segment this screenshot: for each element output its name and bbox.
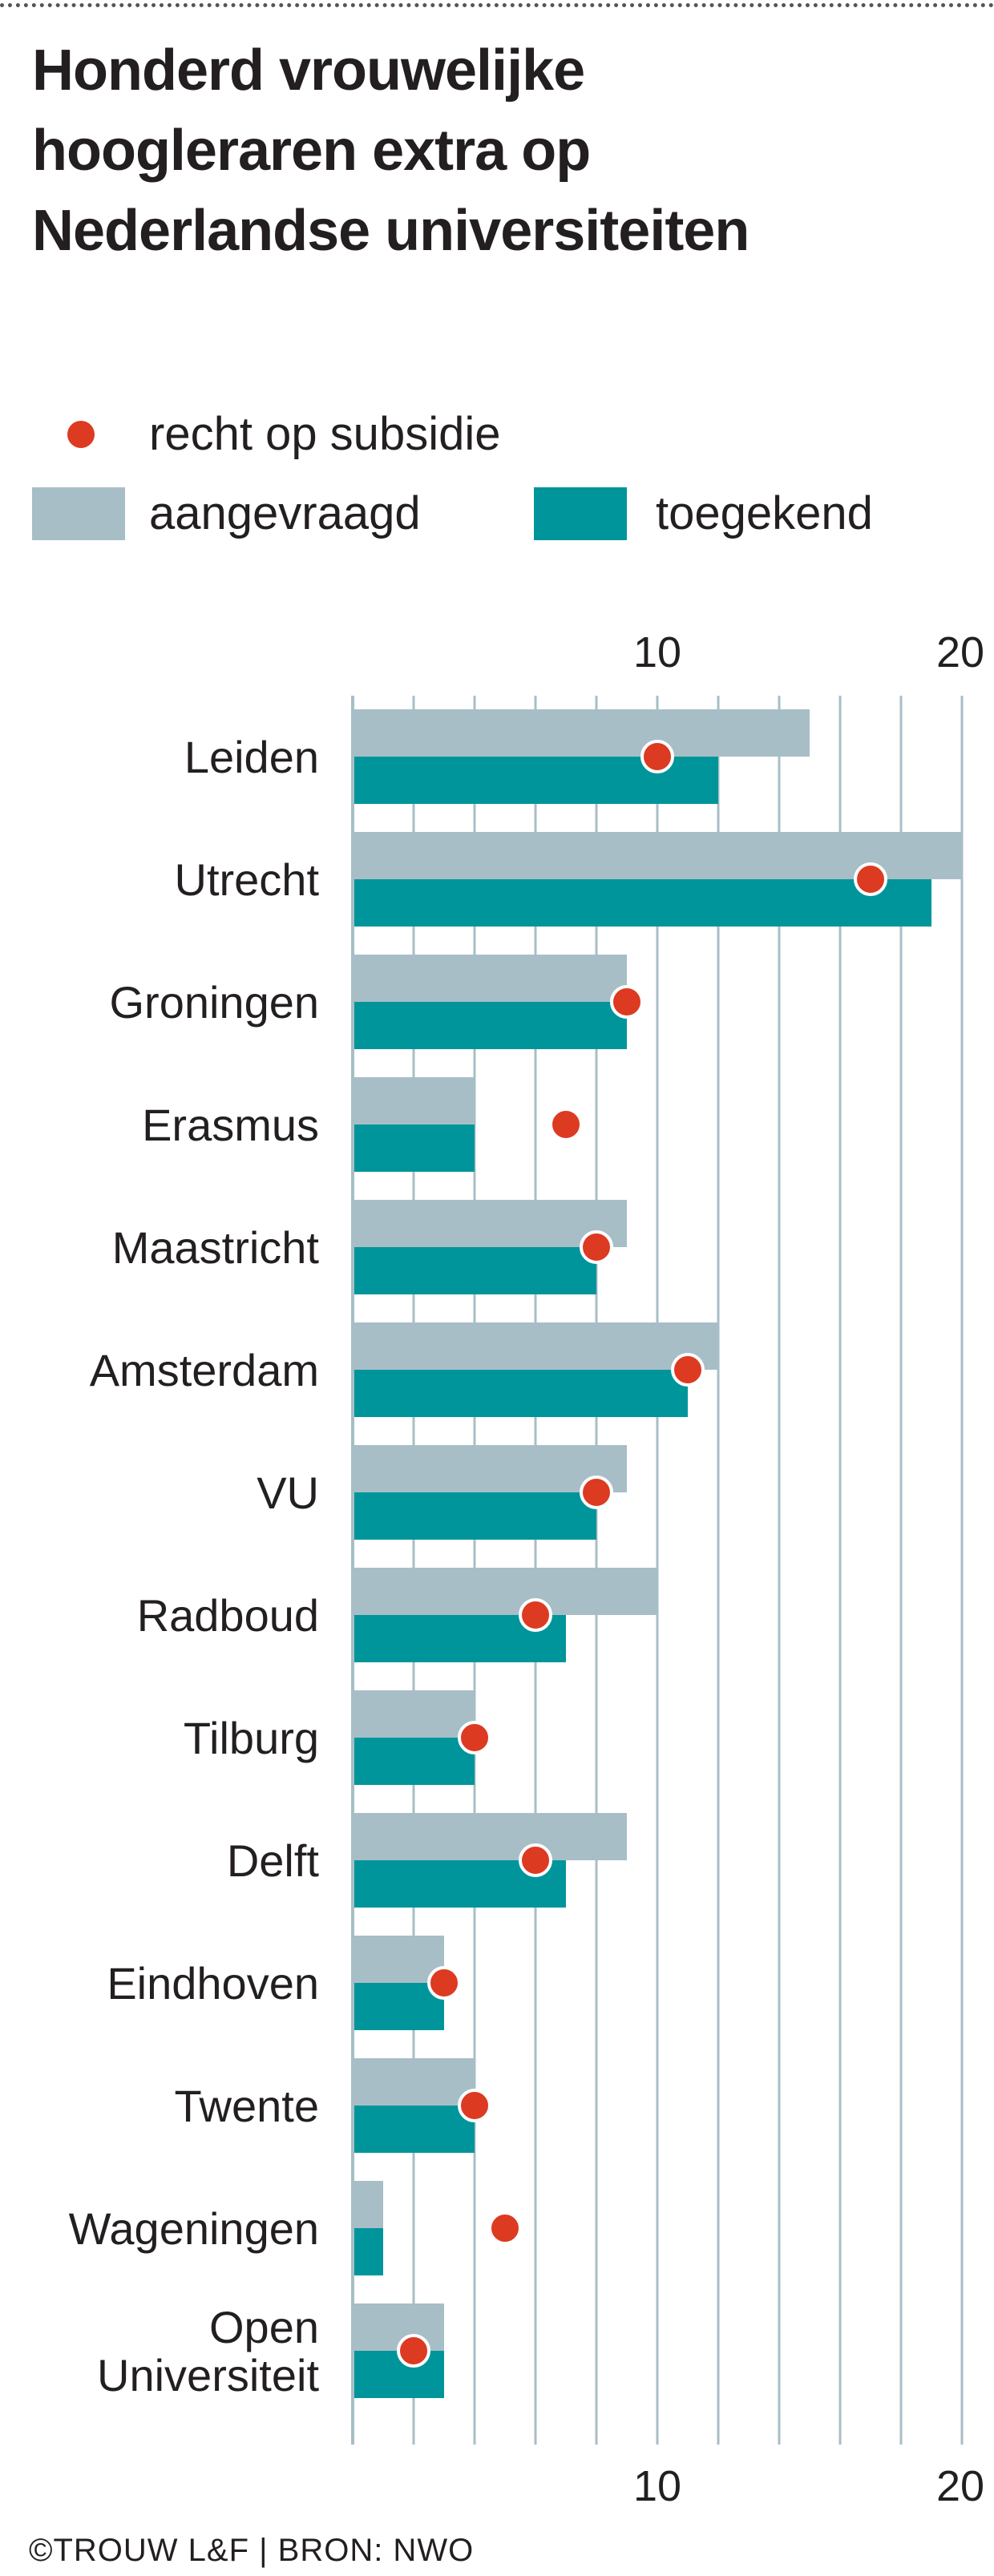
dot-recht-op-subsidie-12 (458, 2089, 491, 2122)
category-label-12: Twente (174, 2081, 319, 2131)
category-label-6: Amsterdam (90, 1345, 319, 1395)
bar-aangevraagd-10 (353, 1813, 627, 1860)
legend-dot-marker (67, 421, 95, 448)
dot-recht-op-subsidie-9 (458, 1721, 491, 1754)
bar-aangevraagd-7 (353, 1445, 627, 1492)
bar-toegekend-11 (353, 1983, 444, 2030)
bar-toegekend-6 (353, 1370, 688, 1417)
dot-recht-op-subsidie-11 (427, 1966, 461, 2000)
category-label-10: Delft (227, 1835, 320, 1886)
dot-recht-op-subsidie-14 (397, 2334, 430, 2368)
bar-aangevraagd-8 (353, 1568, 657, 1615)
dot-recht-op-subsidie-10 (519, 1843, 552, 1877)
bar-toegekend-7 (353, 1492, 596, 1540)
category-label-11: Eindhoven (107, 1958, 319, 2009)
bar-aangevraagd-9 (353, 1690, 475, 1738)
category-label-5: Maastricht (112, 1222, 320, 1273)
category-label-13: Wageningen (69, 2203, 319, 2254)
tick-label-top-10: 10 (633, 628, 681, 676)
bar-aangevraagd-1 (353, 709, 810, 757)
category-label-4: Erasmus (142, 1100, 319, 1150)
dot-recht-op-subsidie-6 (671, 1353, 705, 1387)
chart-title: Honderd vrouwelijke hoogleraren extra op… (32, 30, 962, 271)
bar-toegekend-9 (353, 1738, 475, 1785)
source-credit: ©TROUW L&F | BRON: NWO (29, 2533, 475, 2568)
tick-label-bottom-20: 20 (936, 2462, 984, 2510)
legend-requested-label: aangevraagd (149, 487, 421, 539)
bar-toegekend-14 (353, 2351, 444, 2398)
tick-label-top-20: 20 (936, 628, 984, 676)
dot-recht-op-subsidie-8 (519, 1598, 552, 1632)
dot-recht-op-subsidie-5 (580, 1230, 613, 1264)
bar-toegekend-3 (353, 1002, 627, 1049)
tick-label-bottom-10: 10 (633, 2462, 681, 2510)
dot-recht-op-subsidie-4 (549, 1108, 583, 1141)
bar-toegekend-5 (353, 1247, 596, 1294)
title-line-1: Honderd vrouwelijke (32, 38, 585, 103)
title-line-3: Nederlandse universiteiten (32, 199, 750, 263)
category-label-7: VU (257, 1468, 319, 1518)
bar-aangevraagd-14 (353, 2303, 444, 2351)
title-line-2: hoogleraren extra op (32, 119, 591, 183)
bar-aangevraagd-13 (353, 2181, 383, 2228)
legend-requested-swatch (32, 487, 125, 540)
bar-aangevraagd-3 (353, 955, 627, 1002)
legend-dot-label: recht op subsidie (149, 408, 501, 460)
legend-granted-label: toegekend (656, 487, 873, 539)
dot-recht-op-subsidie-2 (854, 862, 887, 896)
bar-toegekend-2 (353, 879, 931, 927)
top-dotted-rule (0, 3, 994, 7)
bar-toegekend-12 (353, 2106, 475, 2153)
bar-toegekend-13 (353, 2228, 383, 2275)
category-label-1: Leiden (184, 732, 319, 782)
bar-aangevraagd-4 (353, 1077, 475, 1124)
dot-recht-op-subsidie-7 (580, 1476, 613, 1509)
dot-recht-op-subsidie-13 (488, 2211, 522, 2245)
chart-plot: Leiden Utrecht Groningen Erasmus Maastricht A… (69, 628, 984, 2510)
category-label-8: Radboud (137, 1590, 319, 1641)
category-label-3: Groningen (109, 977, 319, 1028)
category-label-9: Tilburg (184, 1713, 319, 1763)
dot-recht-op-subsidie-3 (610, 985, 644, 1019)
bar-aangevraagd-5 (353, 1200, 627, 1247)
chart-legend: recht op subsidie aangevraagd toegekend (0, 393, 994, 553)
category-label-14: Open Universiteit (97, 2302, 319, 2400)
bar-toegekend-4 (353, 1124, 475, 1172)
bar-chart: Leiden Utrecht Groningen Erasmus Maastricht A… (0, 609, 994, 2565)
bar-aangevraagd-11 (353, 1936, 444, 1983)
bar-aangevraagd-12 (353, 2058, 475, 2106)
bar-aangevraagd-6 (353, 1322, 718, 1370)
category-label-2: Utrecht (175, 854, 320, 905)
legend-granted-swatch (534, 487, 627, 540)
dot-recht-op-subsidie-1 (640, 740, 674, 773)
